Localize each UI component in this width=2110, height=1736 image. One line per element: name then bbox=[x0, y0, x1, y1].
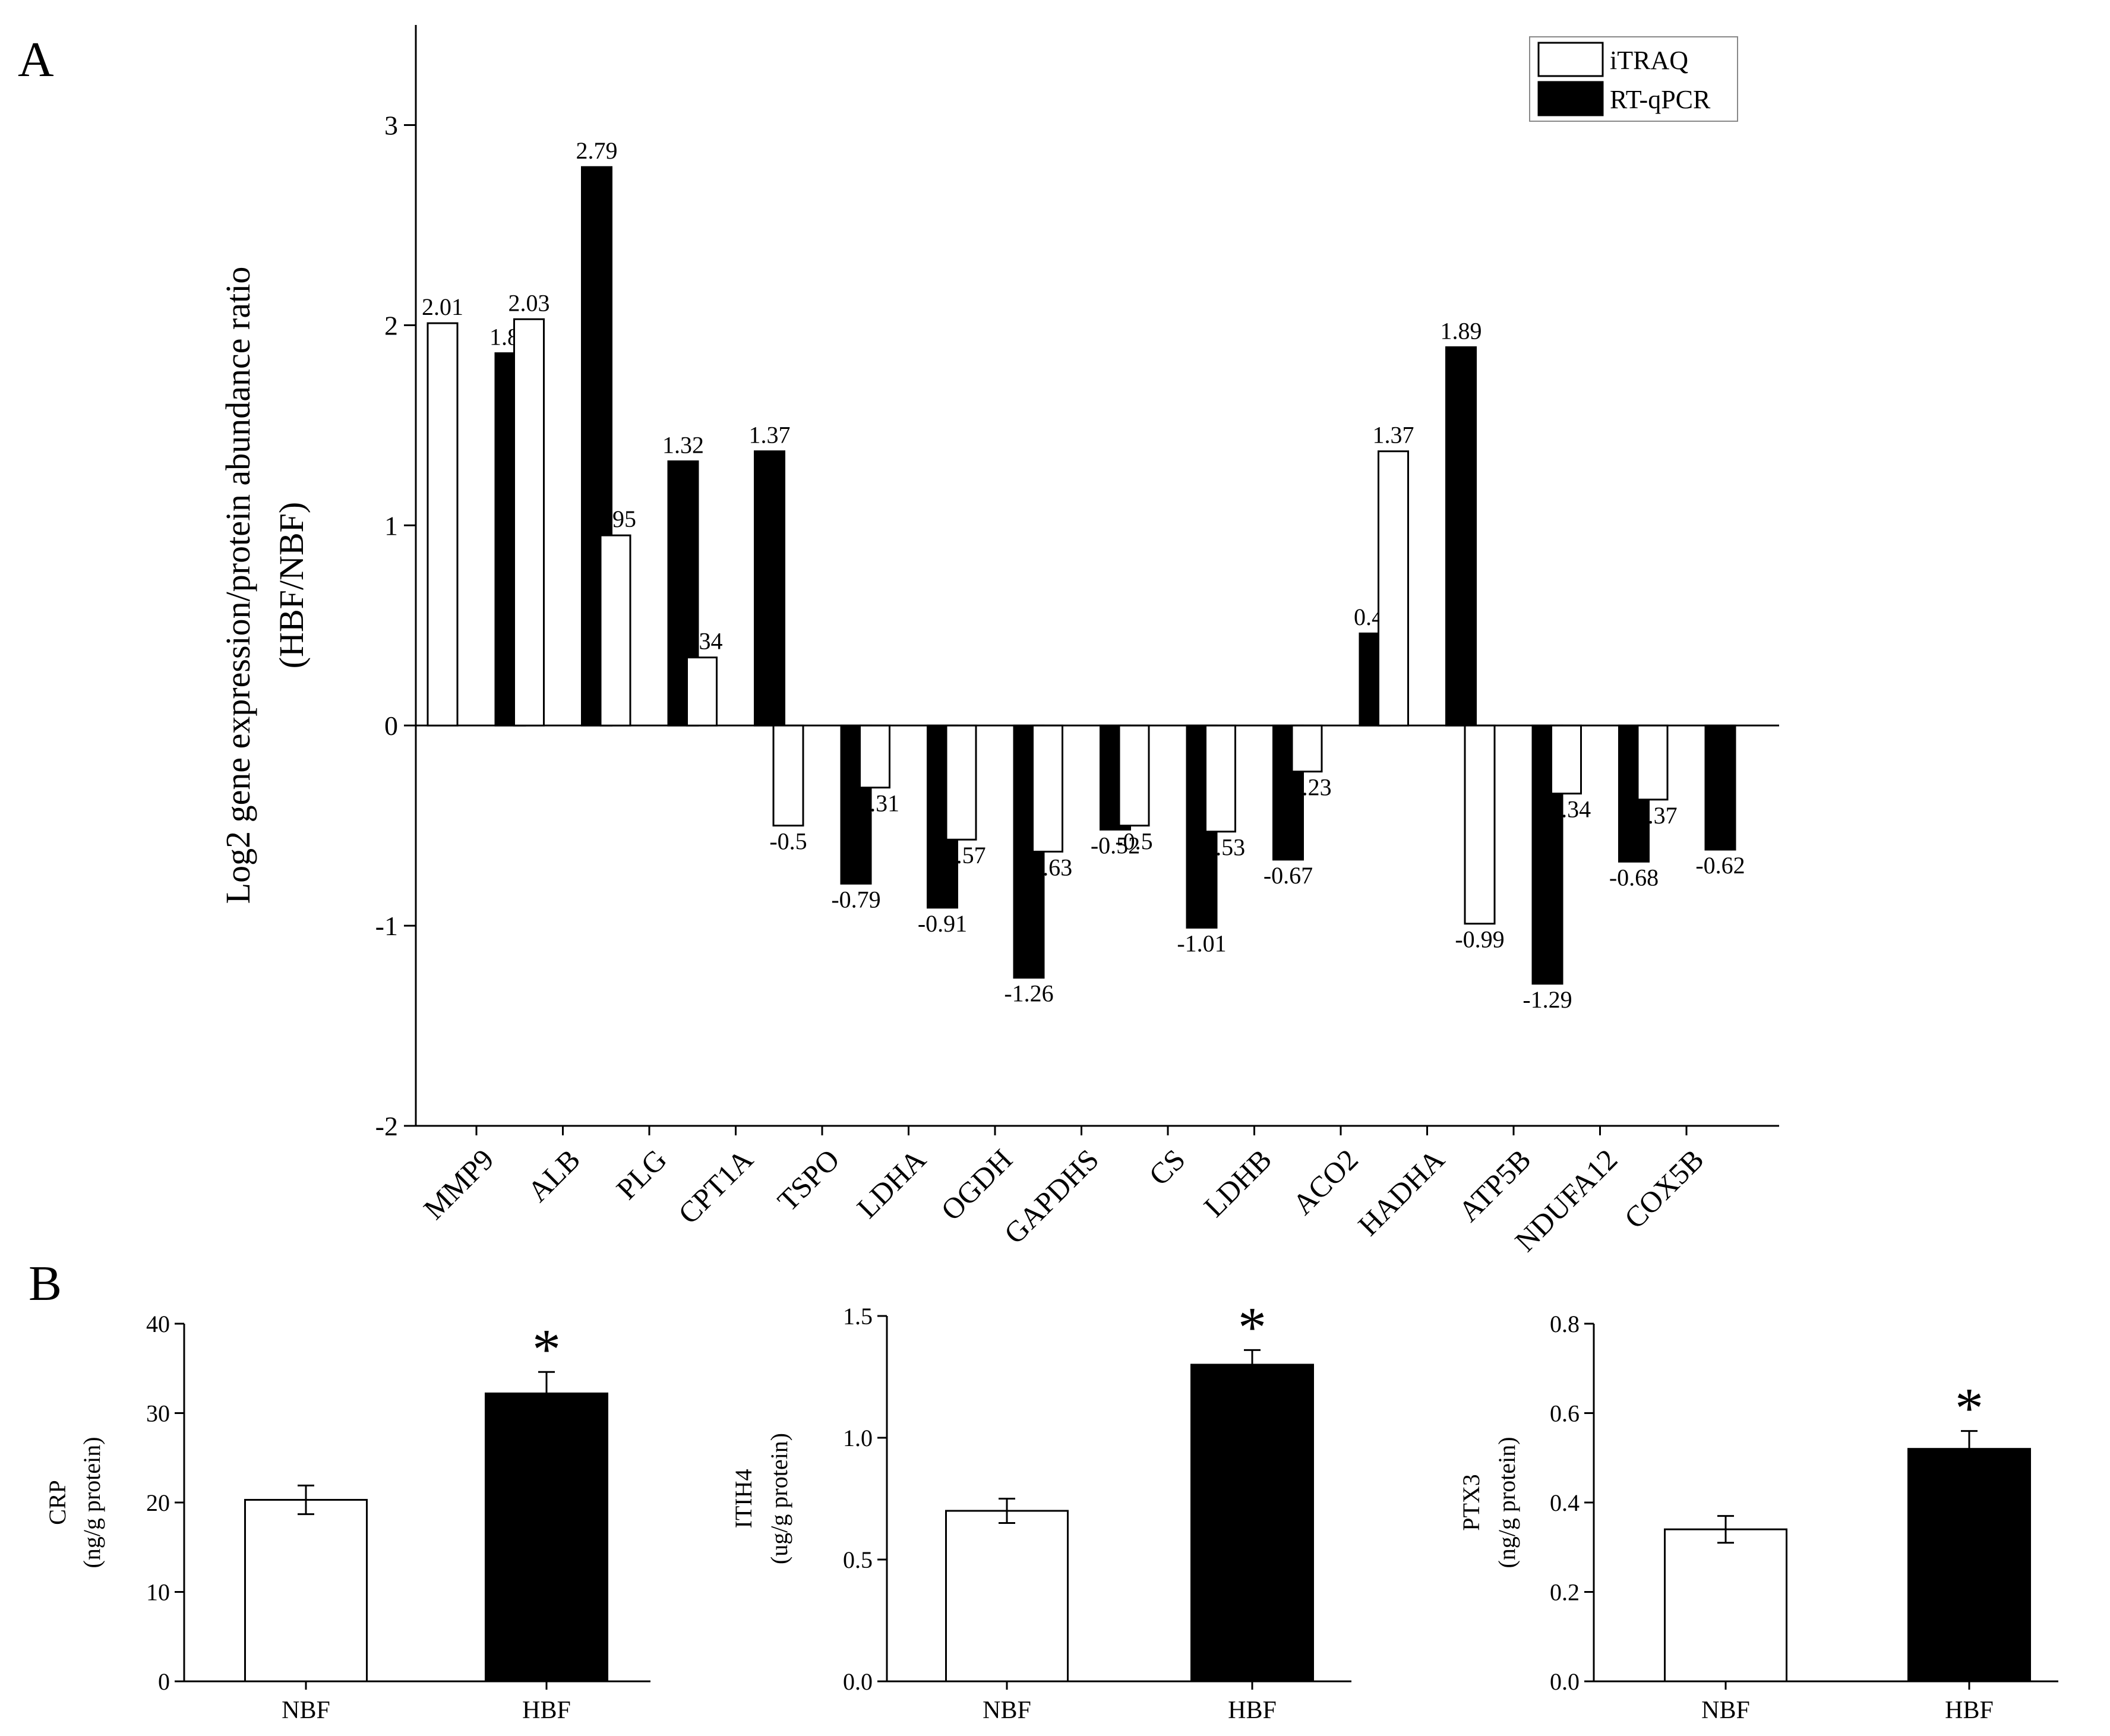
y-axis-title: CRP bbox=[44, 1480, 71, 1525]
bar-hbf bbox=[1190, 1363, 1314, 1683]
y-tick-label: 30 bbox=[146, 1400, 170, 1427]
bar-itraq bbox=[513, 318, 545, 727]
data-label-rtqpcr: -0.68 bbox=[1609, 864, 1659, 891]
y-axis-unit: (ng/g protein) bbox=[78, 1437, 105, 1568]
data-label-rtqpcr: -0.79 bbox=[831, 886, 880, 913]
y-tick-label: 3 bbox=[384, 110, 398, 140]
data-label-rtqpcr: 1.37 bbox=[749, 422, 791, 449]
data-label-itraq: -0.34 bbox=[1542, 796, 1591, 823]
data-label-itraq: 0.34 bbox=[681, 628, 723, 655]
data-label-itraq: -0.99 bbox=[1455, 926, 1504, 953]
x-tick-label: NBF bbox=[983, 1697, 1031, 1724]
y-tick-label: 0.2 bbox=[1550, 1579, 1580, 1606]
data-label-rtqpcr: -1.01 bbox=[1177, 930, 1226, 957]
y-axis-title: PTX3 bbox=[1458, 1474, 1484, 1531]
data-label-itraq: -0.57 bbox=[936, 842, 985, 869]
panel-b-label: B bbox=[29, 1256, 62, 1311]
bar-nbf bbox=[244, 1498, 368, 1683]
chart-itih4: 0.0 0.5 1.0 1.5 ITIH4 (ug/g protein) NBF HBF * bbox=[730, 1295, 1351, 1724]
data-label-rtqpcr: -0.62 bbox=[1695, 852, 1745, 879]
data-label-rtqpcr: -0.52 bbox=[1091, 832, 1140, 858]
y-axis-unit: (ng/g protein) bbox=[1493, 1437, 1520, 1568]
legend-swatch-rtqpcr bbox=[1537, 81, 1604, 116]
bar-rtqpcr bbox=[1704, 724, 1736, 851]
chart-crp: 0 10 20 30 40 CRP (ng/g protein) NBF HBF * bbox=[44, 1311, 650, 1724]
y-tick-label: 0.8 bbox=[1550, 1311, 1580, 1337]
y-tick-label: 0 bbox=[384, 711, 398, 741]
data-label-itraq: -0.23 bbox=[1282, 774, 1331, 801]
y-tick-label: 0.5 bbox=[843, 1546, 873, 1573]
data-label-itraq: -0.37 bbox=[1628, 802, 1677, 829]
y-axis-title: Log2 gene expression/protein abundance r… bbox=[219, 267, 257, 904]
data-label-itraq: -0.31 bbox=[850, 790, 899, 817]
data-label-itraq: 2.01 bbox=[422, 293, 463, 320]
bar-itraq bbox=[1118, 724, 1150, 827]
data-label-rtqpcr: -1.26 bbox=[1004, 980, 1053, 1007]
data-label-rtqpcr: 1.32 bbox=[662, 431, 704, 458]
significance-star: * bbox=[1238, 1295, 1266, 1359]
x-tick-label: HBF bbox=[1945, 1697, 1994, 1724]
data-label-rtqpcr: -1.29 bbox=[1523, 986, 1572, 1013]
data-label-itraq: -0.53 bbox=[1196, 834, 1245, 861]
bar-nbf bbox=[1664, 1528, 1787, 1683]
bar-itraq bbox=[945, 724, 977, 841]
bar-itraq bbox=[1637, 724, 1669, 801]
legend-label-rtqpcr: RT-qPCR bbox=[1610, 85, 1711, 114]
data-label-itraq: -0.63 bbox=[1023, 854, 1072, 880]
data-label-rtqpcr: -0.67 bbox=[1264, 862, 1313, 889]
bar-itraq bbox=[427, 322, 459, 727]
data-label-rtqpcr: -0.91 bbox=[918, 910, 967, 937]
y-tick-label: 1.5 bbox=[843, 1303, 873, 1330]
bar-itraq bbox=[1291, 724, 1323, 773]
y-tick-label: 10 bbox=[146, 1579, 170, 1606]
x-tick-label: NBF bbox=[282, 1697, 330, 1724]
y-tick-label: 0.0 bbox=[1550, 1668, 1580, 1695]
bar-rtqpcr bbox=[1445, 346, 1477, 727]
y-axis-title: ITIH4 bbox=[730, 1469, 757, 1529]
bar-itraq bbox=[772, 724, 804, 827]
bar-itraq bbox=[1550, 724, 1582, 795]
y-tick-label: 2 bbox=[384, 310, 398, 340]
chart-ptx3: 0.0 0.2 0.4 0.6 0.8 PTX3 (ng/g protein) NBF HBF * bbox=[1458, 1311, 2058, 1724]
panel-a-label: A bbox=[18, 32, 54, 87]
y-tick-label: 0 bbox=[158, 1668, 170, 1695]
bar-hbf bbox=[485, 1392, 608, 1683]
legend-swatch-itraq bbox=[1537, 42, 1604, 77]
y-axis-subtitle: (HBF/NBF) bbox=[272, 502, 311, 668]
legend-label-itraq: iTRAQ bbox=[1610, 46, 1688, 75]
y-tick-label: 20 bbox=[146, 1489, 170, 1516]
y-tick-label: 0.0 bbox=[843, 1668, 873, 1695]
y-tick-label: -1 bbox=[375, 911, 398, 941]
bar-itraq bbox=[1464, 724, 1496, 925]
bar-rtqpcr bbox=[754, 450, 785, 727]
data-label-itraq: 2.03 bbox=[508, 289, 550, 316]
data-label-itraq: -0.5 bbox=[769, 828, 807, 855]
bar-itraq bbox=[1378, 450, 1409, 727]
x-tick-label: NBF bbox=[1701, 1697, 1750, 1724]
bar-nbf bbox=[945, 1510, 1069, 1683]
y-tick-label: 40 bbox=[146, 1311, 170, 1337]
data-label-rtqpcr: 1.89 bbox=[1441, 317, 1482, 344]
bar-itraq bbox=[686, 656, 718, 727]
bar-itraq bbox=[859, 724, 890, 789]
y-tick-label: 0.6 bbox=[1550, 1400, 1580, 1427]
data-label-rtqpcr: 2.79 bbox=[576, 137, 618, 164]
data-label-itraq: 0.95 bbox=[595, 506, 636, 532]
y-axis-unit: (ug/g protein) bbox=[766, 1433, 792, 1564]
data-label-itraq: -0.5 bbox=[1115, 828, 1152, 855]
x-tick-label: HBF bbox=[1228, 1697, 1277, 1724]
significance-star: * bbox=[532, 1317, 561, 1381]
y-tick-label: 1 bbox=[384, 510, 398, 541]
bar-itraq bbox=[1205, 724, 1236, 833]
bar-itraq bbox=[599, 534, 631, 727]
y-tick-label: 0.4 bbox=[1550, 1489, 1580, 1516]
y-tick-label: -2 bbox=[375, 1111, 398, 1141]
y-tick-label: 1.0 bbox=[843, 1425, 873, 1451]
x-tick-label: HBF bbox=[522, 1697, 571, 1724]
bar-hbf bbox=[1907, 1448, 2031, 1683]
significance-star: * bbox=[1955, 1377, 1983, 1440]
data-label-itraq: 1.37 bbox=[1373, 422, 1414, 449]
bar-itraq bbox=[1032, 724, 1063, 853]
